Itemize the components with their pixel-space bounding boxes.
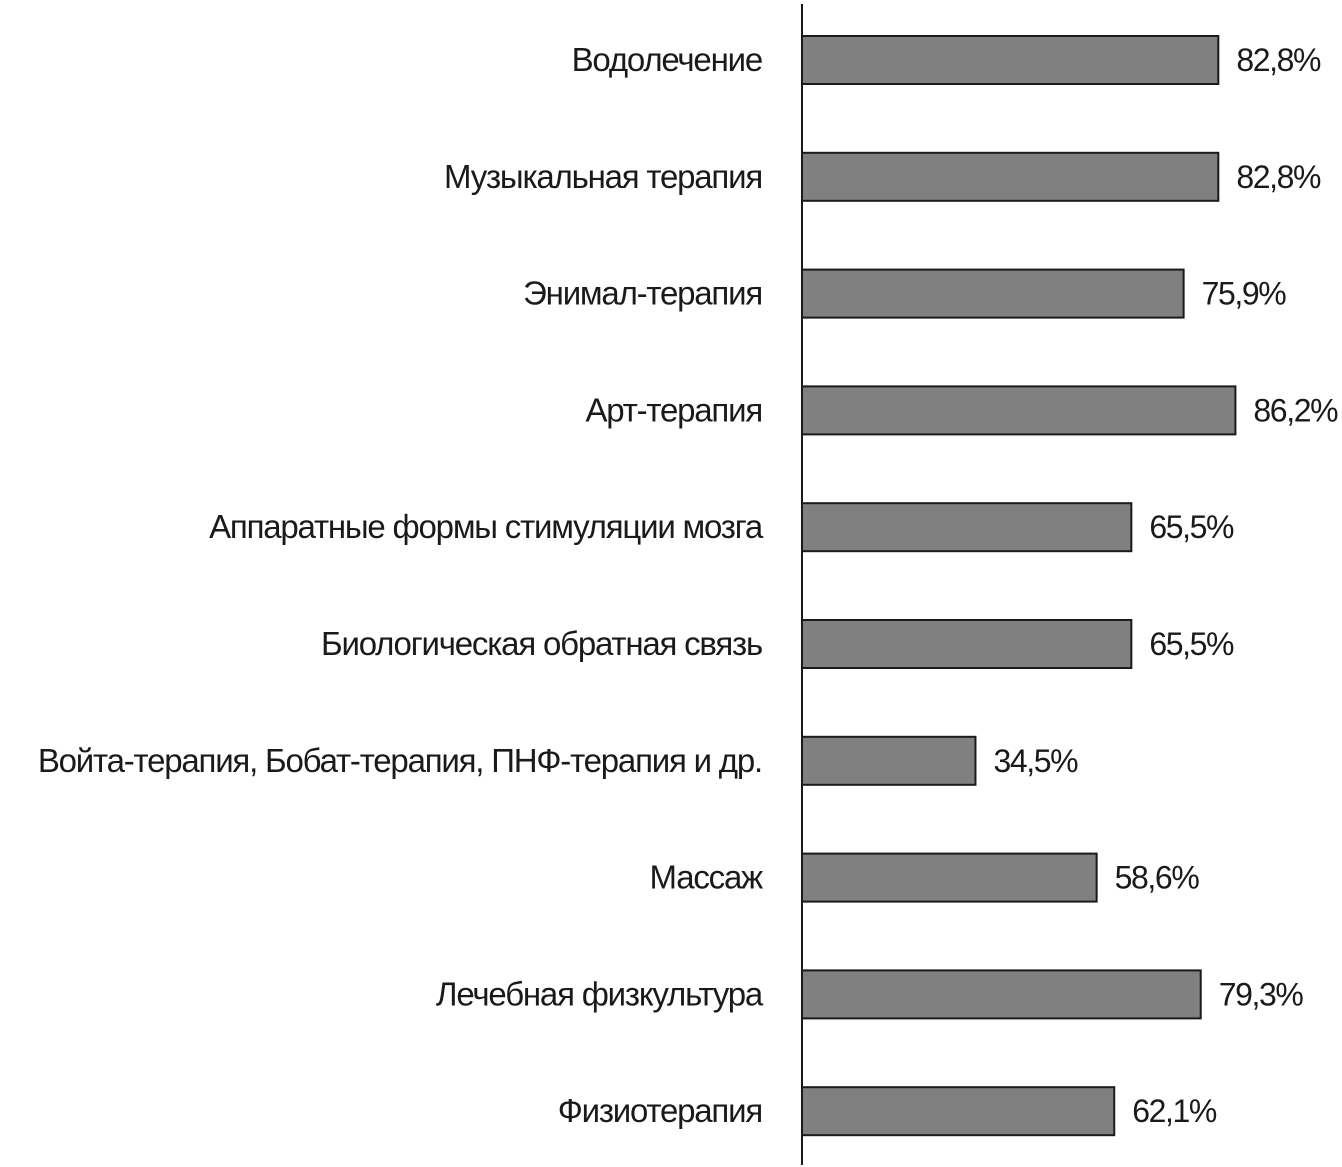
value-labels: 82,8% 82,8% 75,9% 86,2% 65,5% 65,5% 34,5% 58,6%… [993, 42, 1339, 1129]
bar [801, 151, 1220, 202]
bar [801, 852, 1098, 903]
bar [801, 1086, 1116, 1137]
value-label: 86,2% [1253, 392, 1338, 428]
category-label: Арт-терапия [585, 391, 762, 428]
bar [801, 268, 1185, 319]
value-label: 65,5% [1149, 626, 1234, 662]
bar [801, 385, 1237, 436]
bar [801, 735, 977, 786]
category-label: Физиотерапия [558, 1092, 762, 1129]
category-label: Войта-терапия, Бобат-терапия, ПНФ-терапи… [38, 742, 762, 779]
bars-layer [801, 35, 1237, 1137]
value-label: 62,1% [1132, 1093, 1217, 1129]
category-label: Аппаратные формы стимуляции мозга [209, 508, 764, 545]
bar [801, 502, 1133, 553]
value-label: 82,8% [1236, 42, 1321, 78]
category-labels: Водолечение Музыкальная терапия Энимал-тер… [38, 41, 765, 1129]
value-label: 65,5% [1149, 509, 1234, 545]
category-label: Музыкальная терапия [444, 158, 762, 195]
category-label: Водолечение [572, 41, 762, 78]
value-label: 82,8% [1236, 159, 1321, 195]
category-label: Лечебная физкультура [436, 975, 764, 1012]
value-label: 34,5% [993, 743, 1078, 779]
bar [801, 969, 1202, 1020]
category-label: Биологическая обратная связь [321, 625, 762, 662]
bar [801, 619, 1133, 669]
value-label: 75,9% [1202, 276, 1287, 312]
category-label: Массаж [650, 859, 764, 896]
value-label: 58,6% [1115, 860, 1200, 896]
value-label: 79,3% [1219, 976, 1304, 1012]
category-label: Энимал-терапия [523, 275, 762, 312]
bar [801, 35, 1220, 85]
